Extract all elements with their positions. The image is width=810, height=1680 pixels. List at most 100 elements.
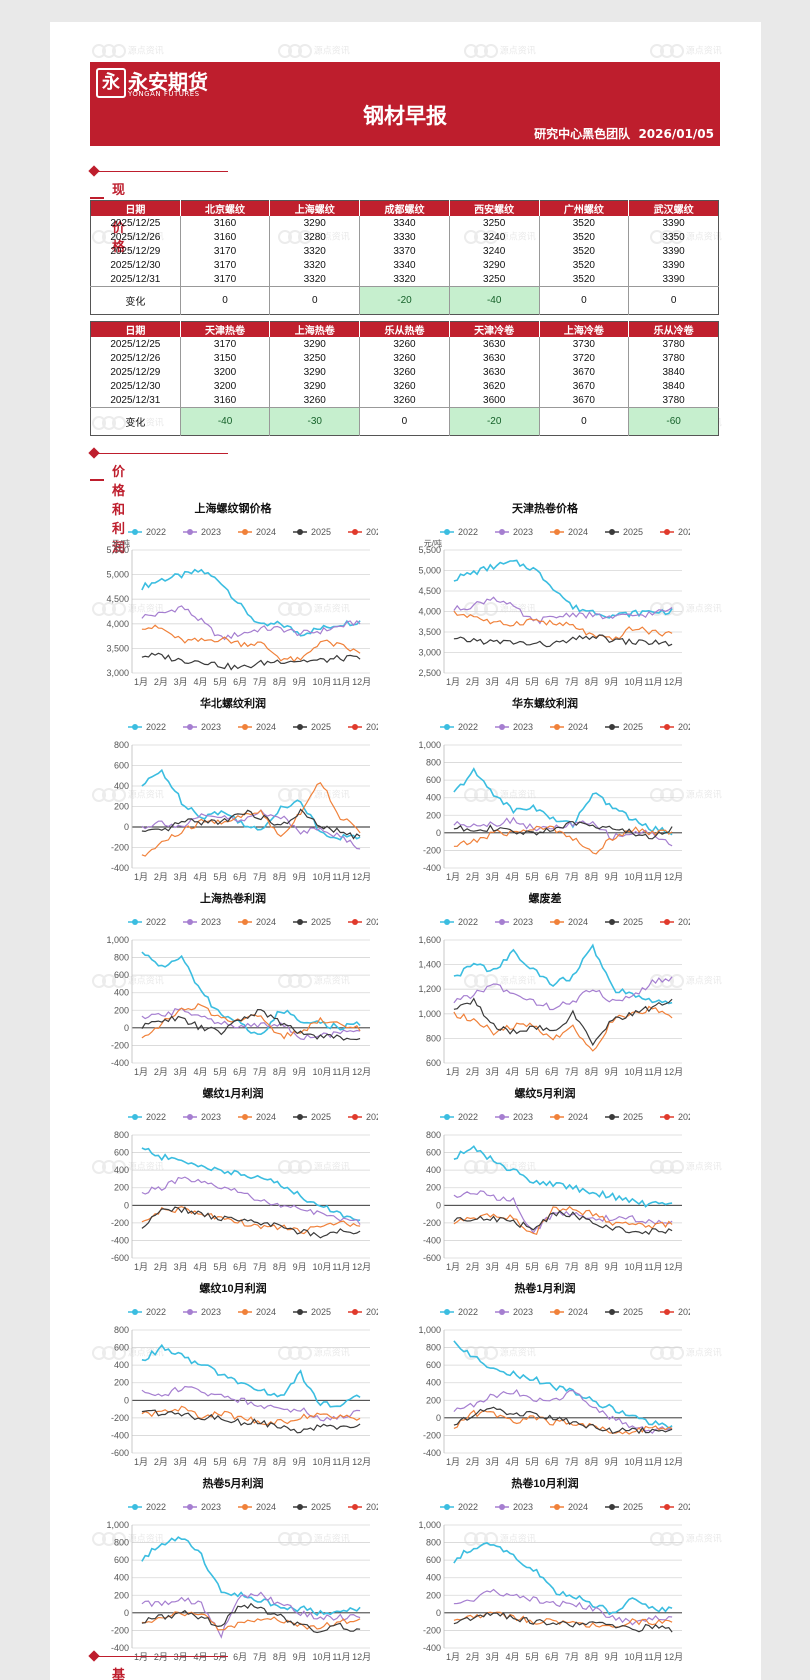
y-tick-label: 600: [426, 775, 441, 785]
x-tick-label: 12月: [352, 677, 371, 687]
x-tick-label: 12月: [664, 677, 683, 687]
table-cell: 3630: [448, 365, 540, 379]
x-tick-label: 8月: [585, 872, 599, 882]
header-banner: 永 永安期货 YONGAN FUTURES 钢材早报 研究中心黑色团队 2026…: [90, 62, 720, 146]
legend-label: 2025: [311, 917, 331, 927]
table-cell: 3730: [538, 337, 629, 351]
series-line-2022: [141, 1343, 361, 1408]
y-tick-label: 200: [114, 1183, 129, 1193]
table-cell: 3150: [179, 351, 270, 365]
table-header-row: 日期 北京螺纹 上海螺纹 成都螺纹 西安螺纹 广州螺纹 武汉螺纹: [90, 200, 719, 216]
y-tick-label: 0: [124, 1395, 129, 1405]
series-line-2023: [141, 809, 361, 850]
legend-label: 2024: [256, 917, 276, 927]
y-tick-label: 200: [114, 802, 129, 812]
legend-marker: [187, 919, 193, 925]
table-cell: 3520: [538, 216, 629, 230]
table-cell: 3260: [359, 337, 450, 351]
x-tick-label: 2月: [466, 1652, 480, 1662]
table-cell: 3320: [269, 272, 360, 287]
x-tick-label: 9月: [605, 1262, 619, 1272]
y-tick-label: 800: [426, 1130, 441, 1140]
x-tick-label: 10月: [313, 1652, 332, 1662]
y-tick-label: 1,600: [418, 935, 441, 945]
series-line-2025: [453, 821, 673, 840]
x-tick-label: 1月: [446, 1262, 460, 1272]
legend-marker: [242, 529, 248, 535]
x-tick-label: 10月: [313, 677, 332, 687]
legend-marker: [132, 1114, 138, 1120]
series-line-2025: [141, 1206, 361, 1239]
legend-label: 2023: [201, 722, 221, 732]
x-tick-label: 7月: [565, 1262, 579, 1272]
table-cell: 3840: [628, 365, 719, 379]
table-cell: 3260: [359, 393, 450, 408]
change-cell: -40: [179, 407, 270, 436]
x-tick-label: 10月: [313, 1262, 332, 1272]
x-tick-label: 3月: [486, 1457, 500, 1467]
legend-marker: [554, 529, 560, 535]
table-cell: 3240: [448, 244, 540, 258]
chart-legend: 2022 2023 2024 2025 2026: [440, 1307, 690, 1317]
y-tick-label: -200: [111, 1218, 129, 1228]
table-cell: 2025/12/29: [110, 366, 161, 378]
table-cell: 3200: [179, 365, 270, 379]
table-cell: 3670: [538, 365, 629, 379]
watermark: 源点资讯: [278, 1346, 350, 1360]
y-tick-label: 3,000: [418, 648, 441, 658]
y-tick-label: 1,000: [106, 1520, 129, 1530]
legend-label: 2022: [458, 527, 478, 537]
x-tick-label: 12月: [352, 1652, 371, 1662]
series-line-2024: [453, 1409, 673, 1435]
x-tick-label: 3月: [174, 1262, 188, 1272]
series-line-2025: [141, 1602, 361, 1634]
legend-marker: [352, 1504, 358, 1510]
watermark: 源点资讯: [92, 602, 164, 616]
table-header-row: 日期 天津热卷 上海热卷 乐从热卷 天津冷卷 上海冷卷 乐从冷卷: [90, 321, 719, 337]
column-header: 上海冷卷: [538, 321, 629, 337]
legend-label: 2022: [458, 1307, 478, 1317]
series-line-2024: [141, 1405, 361, 1426]
chart-legend: 2022 2023 2024 2025 2026: [128, 1112, 378, 1122]
watermark: 源点资讯: [92, 230, 164, 244]
legend-label: 2023: [513, 1502, 533, 1512]
legend-label: 2023: [513, 1307, 533, 1317]
x-tick-label: 11月: [332, 872, 350, 882]
x-tick-label: 4月: [194, 1067, 208, 1077]
table-row: 2025/12/31 3160 3260 3260 3600 3670 3780: [91, 393, 719, 408]
x-tick-label: 11月: [332, 677, 350, 687]
section-rule: [98, 1656, 228, 1657]
x-tick-label: 7月: [565, 1067, 579, 1077]
watermark: 源点资讯: [464, 974, 536, 988]
legend-marker: [499, 529, 505, 535]
coil-spot-table: 日期 天津热卷 上海热卷 乐从热卷 天津冷卷 上海冷卷 乐从冷卷 2025/12/25 317…: [90, 321, 719, 436]
x-tick-label: 11月: [332, 1262, 350, 1272]
legend-marker: [297, 1504, 303, 1510]
series-line-2023: [141, 605, 361, 641]
table-cell: 3320: [269, 244, 360, 258]
table-cell: 3260: [359, 351, 450, 365]
x-tick-label: 3月: [486, 1262, 500, 1272]
x-tick-label: 3月: [486, 1652, 500, 1662]
legend-marker: [444, 919, 450, 925]
change-row: 变化 0 0 -20 -40 0 0: [90, 286, 719, 315]
legend-label: 2022: [146, 1307, 166, 1317]
x-tick-label: 6月: [545, 1457, 559, 1467]
x-tick-label: 6月: [233, 1067, 247, 1077]
x-tick-label: 3月: [174, 872, 188, 882]
x-tick-label: 12月: [664, 1457, 683, 1467]
chart-svg: 2022 2023 2024 2025 2026 -400 -200 0 200 400 600 80…: [111, 722, 378, 882]
table-cell: 3350: [628, 230, 719, 244]
y-tick-label: -400: [423, 1448, 441, 1458]
legend-label: 2024: [256, 527, 276, 537]
table-cell: 3290: [269, 379, 360, 393]
table-cell: 2025/12/31: [110, 273, 161, 285]
legend-marker: [352, 1114, 358, 1120]
legend-label: 2025: [623, 527, 643, 537]
series-line-2022: [141, 1147, 361, 1221]
legend-label: 2025: [623, 1112, 643, 1122]
x-tick-label: 6月: [233, 872, 247, 882]
x-tick-label: 10月: [313, 1067, 332, 1077]
table-cell: 3260: [359, 379, 450, 393]
y-tick-label: 600: [114, 970, 129, 980]
